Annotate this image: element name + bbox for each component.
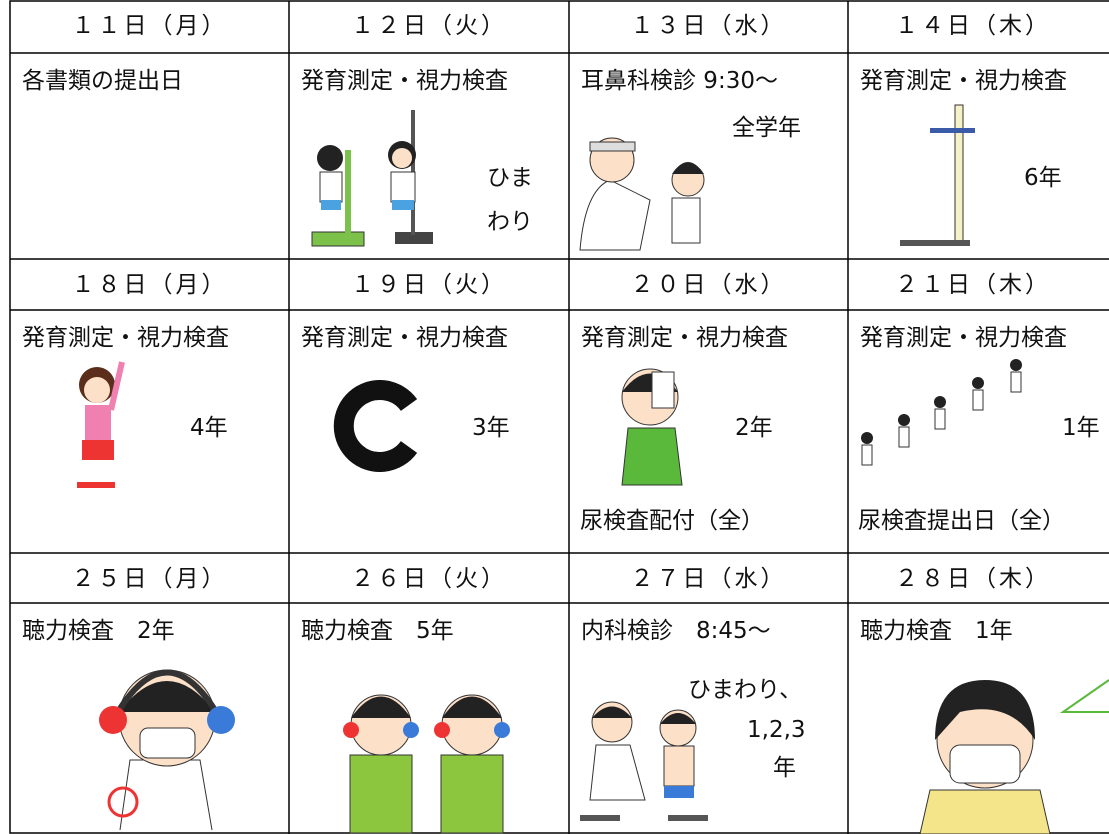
date-header: １９日（火） (351, 272, 507, 298)
cell-note: ひまわり、 (688, 677, 803, 703)
date-header: １８日（月） (71, 272, 228, 298)
cell-note: 1年 (1062, 415, 1100, 441)
cell-note: 6年 (1024, 165, 1062, 191)
date-header: １１日（月） (71, 13, 228, 39)
cell-title: 発育測定・視力検査 (22, 325, 229, 351)
illustration-girl (77, 361, 125, 488)
cell-title: 発育測定・視力検査 (301, 325, 508, 351)
cell-note: 1,2,3 (747, 717, 806, 743)
illustration-teacher (919, 679, 1109, 834)
cell-note: わり (487, 209, 533, 235)
cell-note: 2年 (735, 415, 773, 441)
cell-title: 各書類の提出日 (22, 68, 183, 94)
illustration-headphones-1 (99, 669, 235, 831)
date-header: ２０日（水） (630, 272, 787, 298)
cell-note: 4年 (190, 415, 228, 441)
cell-title: 発育測定・視力検査 (581, 325, 788, 351)
cell-title: 聴力検査 1年 (860, 618, 1013, 644)
date-header: ２１日（木） (895, 272, 1051, 298)
illustration-stadiometer (900, 104, 975, 246)
cell-note: 3年 (472, 415, 510, 441)
date-header: １３日（水） (630, 13, 787, 39)
cell-title: 発育測定・視力検査 (301, 68, 508, 94)
cell-note: 尿検査配付（全） (580, 508, 764, 534)
date-header: ２８日（木） (895, 566, 1051, 592)
date-header: ２７日（水） (630, 566, 787, 592)
cell-title: 耳鼻科検診 9:30～ (581, 68, 778, 94)
cell-title: 内科検診 8:45～ (581, 618, 771, 644)
date-header: １４日（木） (895, 13, 1051, 39)
illustration-kids (861, 359, 1022, 466)
cell-title: 発育測定・視力検査 (860, 68, 1067, 94)
illustration-measure (311, 110, 433, 247)
illustration-ent (579, 137, 705, 251)
cell-note: 尿検査提出日（全） (858, 508, 1065, 534)
cell-note: 年 (773, 755, 796, 781)
cell-note: 全学年 (732, 115, 801, 141)
illustration-eye-test (621, 368, 683, 486)
cell-title: 聴力検査 5年 (301, 618, 454, 644)
illustration-doctor (580, 701, 708, 821)
grid (9, 0, 1109, 834)
landolt-ring (333, 380, 418, 472)
illustration-headphones-2 (343, 694, 510, 834)
cell-title: 発育測定・視力検査 (860, 325, 1067, 351)
cell-title: 聴力検査 2年 (22, 618, 175, 644)
date-header: ２６日（火） (351, 566, 507, 592)
cell-note: ひま (487, 165, 533, 191)
date-header: １２日（火） (351, 13, 507, 39)
date-header: ２５日（月） (71, 566, 228, 592)
